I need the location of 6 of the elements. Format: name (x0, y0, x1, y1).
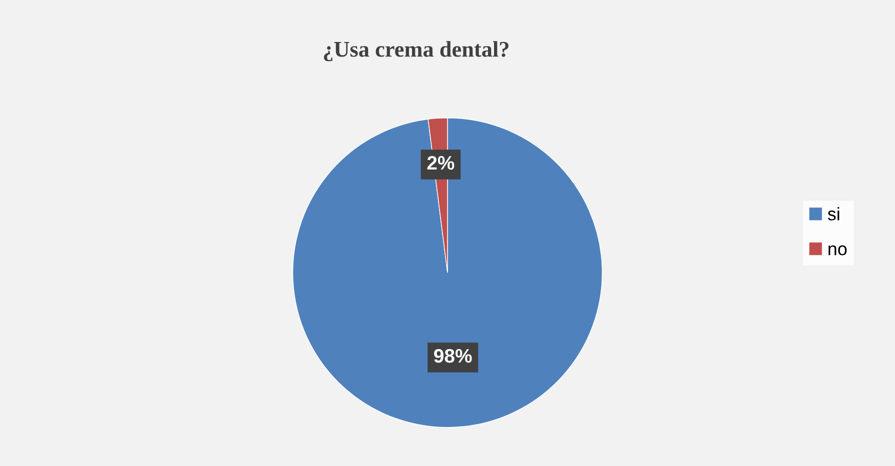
pie-slice (292, 118, 603, 428)
chart-title: ¿Usa crema dental? (324, 41, 508, 62)
data-label: 98% (434, 348, 472, 363)
legend-label: no (828, 245, 847, 256)
data-label: 2% (427, 156, 454, 170)
legend-label: si (828, 207, 840, 220)
